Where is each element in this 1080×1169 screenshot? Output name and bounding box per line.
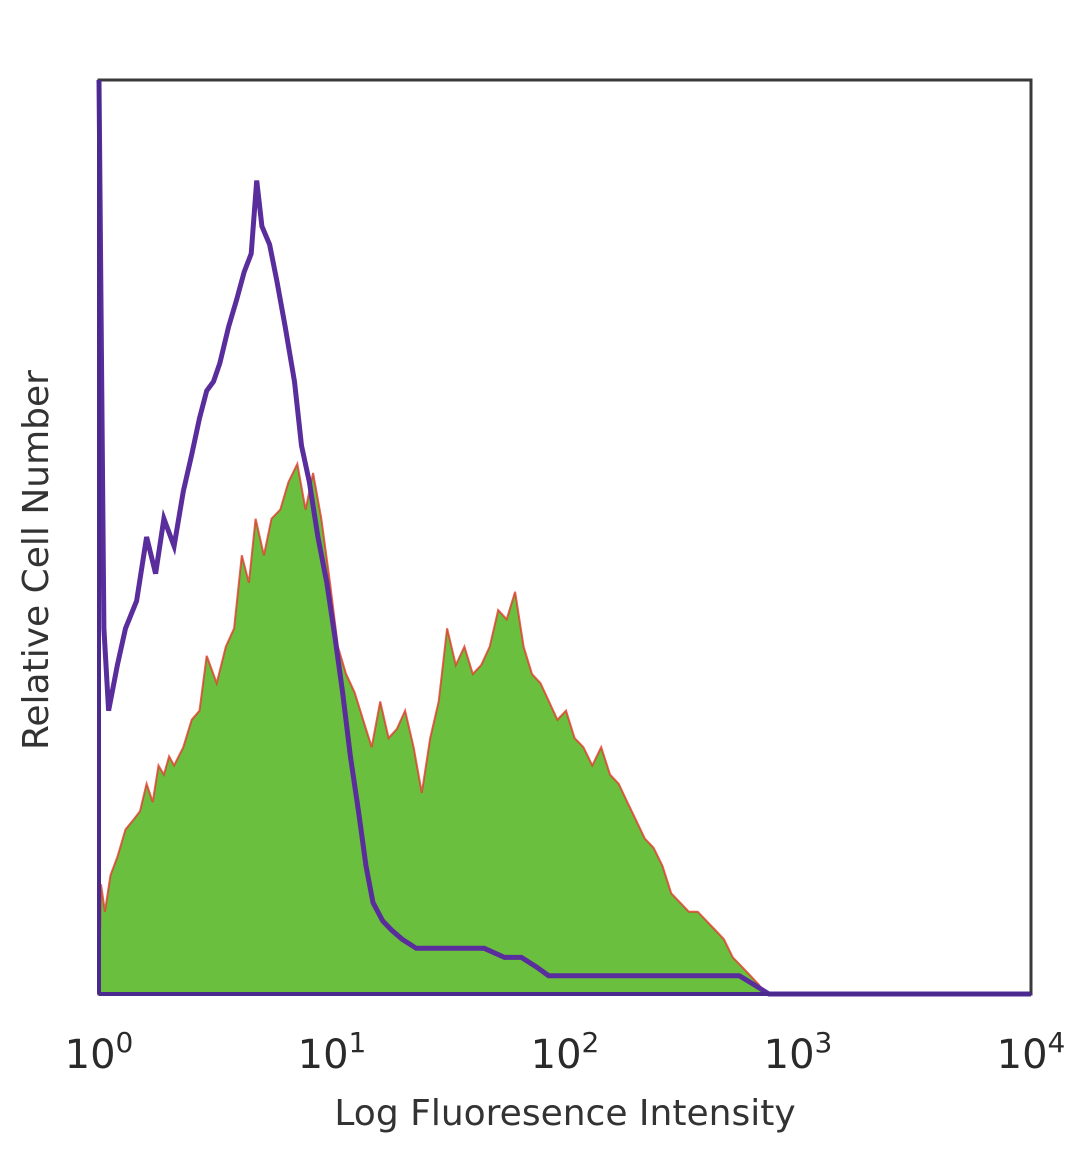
series-1-edge (98, 460, 1031, 995)
x-tick-label-1: 101 (298, 1026, 367, 1078)
x-tick-label-3: 103 (764, 1026, 833, 1078)
series-layer (96, 79, 1031, 997)
x-tick-label-4: 104 (997, 1026, 1066, 1078)
y-axis-title: Relative Cell Number (16, 370, 57, 750)
x-tick-labels: 100 101 102 103 104 (65, 1026, 1066, 1078)
series-0-line (96, 79, 1031, 997)
x-tick-label-2: 102 (531, 1026, 600, 1078)
series-1-area (99, 463, 1031, 994)
x-tick-label-0: 100 (65, 1026, 134, 1078)
x-axis-title: Log Fluoresence Intensity (334, 1093, 795, 1134)
